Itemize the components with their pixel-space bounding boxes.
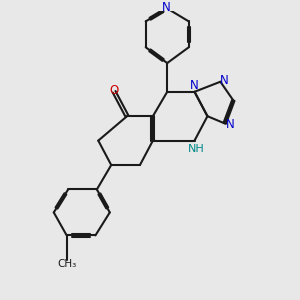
Text: N: N: [190, 79, 199, 92]
Text: N: N: [220, 74, 229, 87]
Text: O: O: [110, 84, 119, 97]
Text: CH₃: CH₃: [57, 259, 76, 269]
Text: NH: NH: [188, 144, 204, 154]
Text: N: N: [161, 1, 170, 13]
Text: N: N: [226, 118, 234, 131]
